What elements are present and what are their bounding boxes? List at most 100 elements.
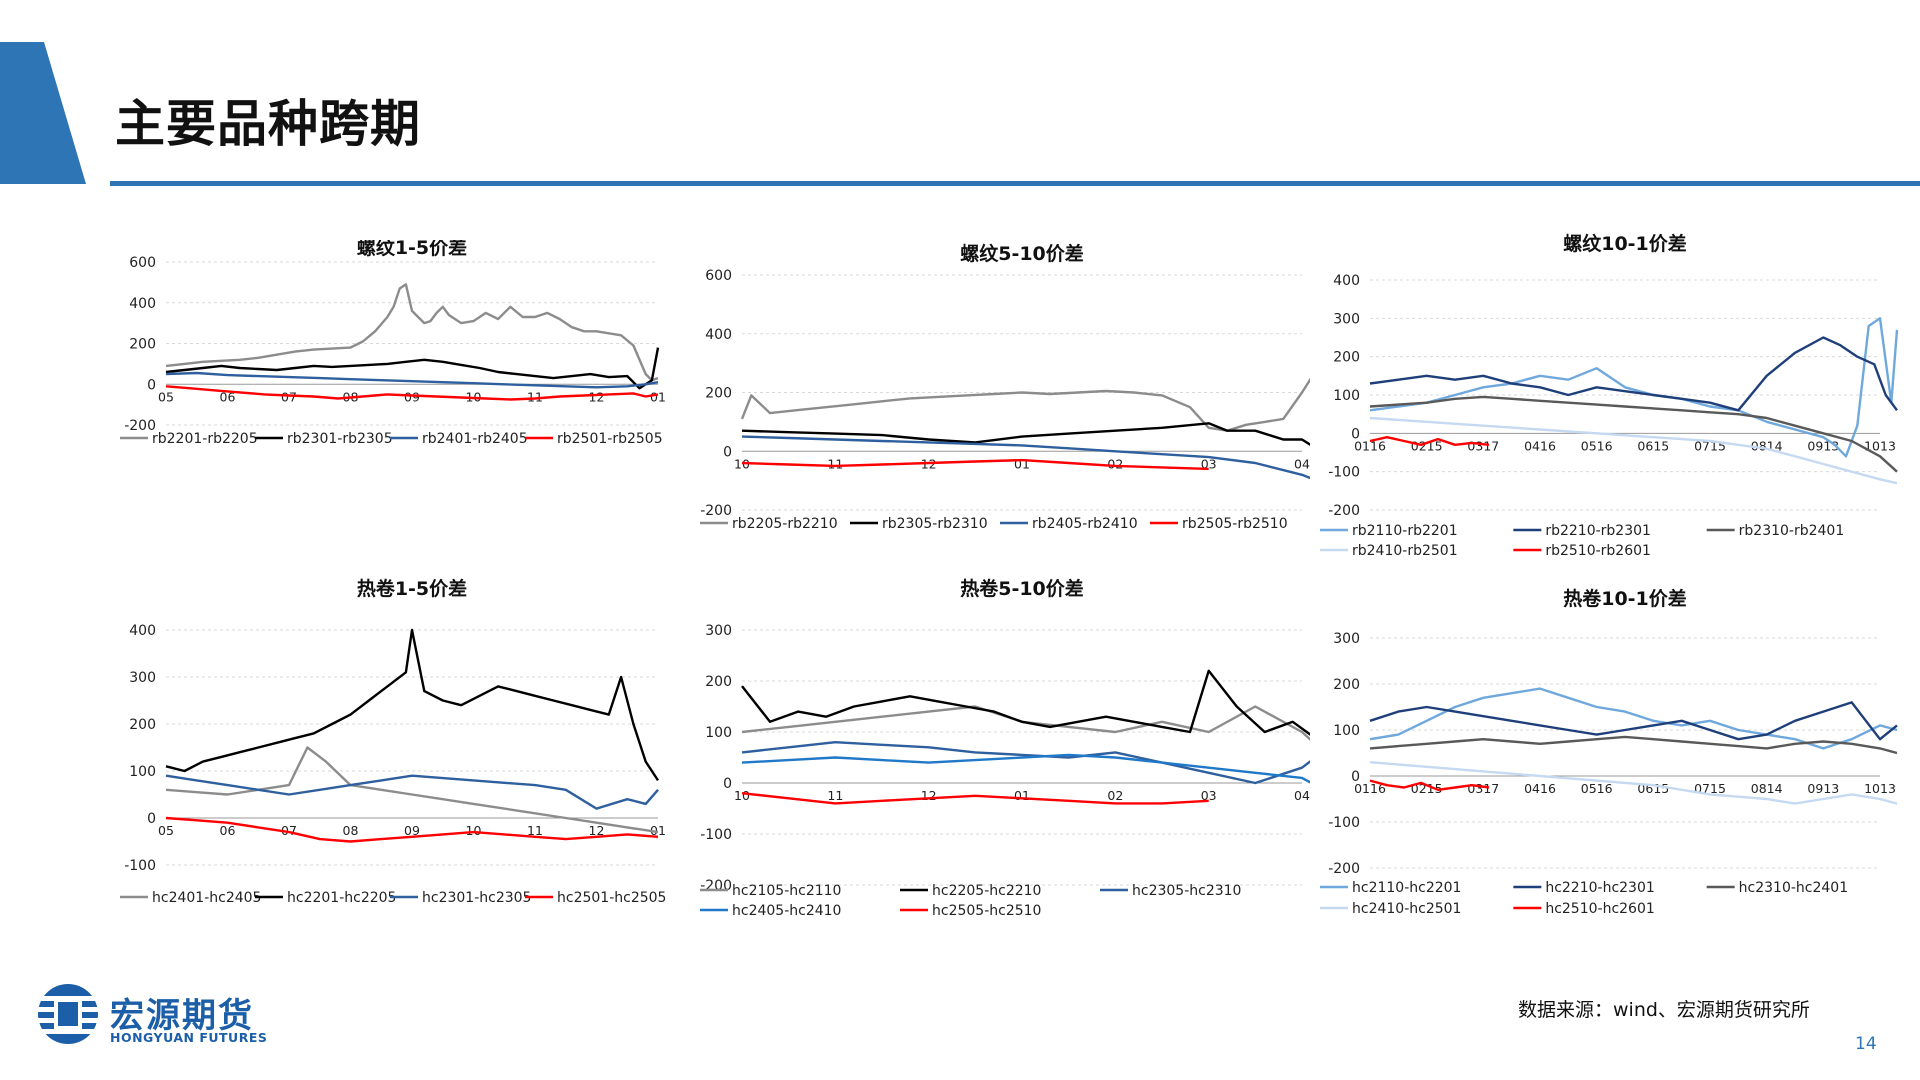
x-tick-label: 06 [220, 389, 236, 404]
series-line-hc2410-hc2501 [1369, 761, 1898, 805]
chart-svg: 热卷5-10价差 -200 -100 0 100 200 300 10 11 12 01 02 03 04… [700, 577, 1310, 919]
y-tick-label: 200 [705, 674, 732, 690]
x-tick-label: 0814 [1751, 438, 1783, 453]
y-tick-label: 0 [147, 377, 156, 393]
x-tick-label: 01 [1014, 456, 1030, 471]
series-line-rb2201-rb2205 [165, 283, 659, 382]
chart-svg: 热卷1-5价差 -100 0 100 200 300 400 05 06 07 08 09 10 11 12… [120, 577, 666, 906]
title-rule [110, 181, 1920, 186]
hongyuan-logo-icon [38, 984, 98, 1044]
series-line-rb2110-rb2201 [1369, 317, 1899, 458]
series-line-rb2301-rb2305 [165, 347, 660, 390]
y-tick-label: 400 [1333, 273, 1360, 289]
logo-english-name: HONGYUAN FUTURES [110, 1030, 268, 1045]
legend-label: rb2210-rb2301 [1545, 523, 1651, 539]
y-tick-label: 0 [147, 811, 156, 827]
y-tick-label: 600 [705, 268, 732, 284]
legend-label: rb2305-rb2310 [882, 516, 988, 532]
y-tick-label: 400 [705, 327, 732, 343]
x-tick-label: 10 [734, 788, 750, 803]
series-line-hc2201-hc2205 [165, 628, 660, 782]
x-tick-label: 12 [589, 823, 605, 838]
title-accent-bar [0, 42, 86, 184]
y-tick-label: -200 [700, 878, 732, 894]
x-tick-label: 07 [281, 389, 297, 404]
legend-label: rb2510-rb2601 [1545, 543, 1651, 559]
x-tick-label: 07 [281, 823, 297, 838]
y-tick-label: -200 [1328, 503, 1360, 519]
legend-label: rb2401-rb2405 [422, 431, 528, 447]
x-tick-label: 0416 [1524, 781, 1556, 796]
x-tick-label: 02 [1107, 456, 1123, 471]
series-line-hc2301-hc2305 [165, 774, 659, 810]
x-tick-label: 09 [404, 389, 420, 404]
y-tick-label: 200 [705, 386, 732, 402]
page-title: 主要品种跨期 [115, 95, 421, 153]
legend-label: rb2405-rb2410 [1032, 516, 1138, 532]
x-tick-label: 10 [466, 389, 482, 404]
x-tick-label: 0116 [1354, 438, 1386, 453]
series-line-hc2401-hc2405 [165, 746, 659, 834]
y-tick-label: 200 [129, 717, 156, 733]
y-tick-label: 100 [1333, 723, 1360, 739]
legend-label: rb2301-rb2305 [287, 431, 393, 447]
chart-svg: 螺纹10-1价差 -200 -100 0 100 200 300 400 0116 0215 031… [1320, 232, 1899, 559]
legend-label: hc2505-hc2510 [932, 903, 1041, 919]
legend-label: rb2201-rb2205 [152, 431, 258, 447]
chart-title: 热卷10-1价差 [1563, 587, 1687, 610]
y-tick-label: 200 [1333, 677, 1360, 693]
series-line-hc2305-hc2310 [741, 740, 1310, 785]
x-tick-label: 0215 [1411, 438, 1443, 453]
x-tick-label: 11 [527, 823, 543, 838]
y-tick-label: -100 [1328, 465, 1360, 481]
x-tick-label: 11 [827, 788, 843, 803]
chart-hotcoil-1-5-spread: 热卷1-5价差 -100 0 100 200 300 400 05 06 07 08 09 10 11 12… [110, 570, 670, 920]
series-line-rb2501-rb2505 [165, 385, 659, 401]
x-tick-label: 0317 [1467, 781, 1499, 796]
x-tick-label: 1013 [1864, 781, 1896, 796]
series-line-rb2405-rb2410 [741, 435, 1310, 480]
y-tick-label: 200 [129, 337, 156, 353]
y-tick-label: -100 [124, 858, 156, 874]
chart-title: 热卷1-5价差 [357, 577, 467, 600]
y-tick-label: -100 [1328, 815, 1360, 831]
series-line-hc2205-hc2210 [741, 669, 1310, 736]
y-tick-label: 200 [1333, 350, 1360, 366]
logo-chinese-name: 宏源期货 [110, 996, 254, 1036]
y-tick-label: 100 [1333, 388, 1360, 404]
y-tick-label: 300 [129, 670, 156, 686]
x-tick-label: 0814 [1751, 781, 1783, 796]
series-line-hc2510-hc2601 [1369, 779, 1490, 792]
legend-label: hc2210-hc2301 [1545, 880, 1654, 896]
x-tick-label: 04 [1294, 456, 1310, 471]
y-tick-label: -100 [700, 827, 732, 843]
legend-label: hc2310-hc2401 [1739, 880, 1848, 896]
series-line-hc2105-hc2110 [741, 705, 1310, 741]
x-tick-label: 1013 [1864, 438, 1896, 453]
y-tick-label: 400 [129, 623, 156, 639]
x-tick-label: 0416 [1524, 438, 1556, 453]
x-tick-label: 01 [1014, 788, 1030, 803]
legend-label: hc2201-hc2205 [287, 890, 396, 906]
y-tick-label: 400 [129, 296, 156, 312]
chart-title: 螺纹1-5价差 [357, 240, 467, 259]
legend-label: hc2105-hc2110 [732, 883, 841, 899]
y-tick-label: -200 [700, 503, 732, 519]
x-tick-label: 04 [1294, 788, 1310, 803]
chart-title: 螺纹5-10价差 [960, 242, 1084, 265]
x-tick-label: 0615 [1637, 438, 1669, 453]
chart-rebar-10-1-spread: 螺纹10-1价差 -200 -100 0 100 200 300 400 0116 0215 031… [1310, 225, 1910, 575]
y-tick-label: -200 [1328, 861, 1360, 877]
series-line-hc2310-hc2401 [1369, 735, 1898, 755]
legend-label: hc2305-hc2310 [1132, 883, 1241, 899]
series-line-rb2410-rb2501 [1369, 416, 1898, 485]
x-tick-label: 02 [1107, 788, 1123, 803]
series-line-hc2210-hc2301 [1369, 701, 1898, 741]
x-tick-label: 05 [158, 389, 174, 404]
series-line-hc2505-hc2510 [741, 792, 1209, 805]
x-tick-label: 0116 [1354, 781, 1386, 796]
series-line-rb2505-rb2510 [741, 458, 1209, 471]
